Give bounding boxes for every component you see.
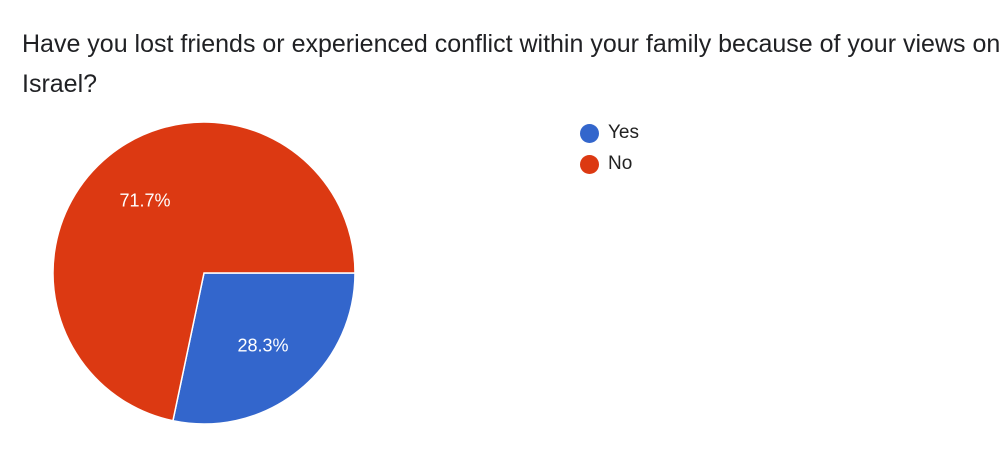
pie-label-no: 71.7% <box>119 190 170 210</box>
legend-label-no: No <box>608 153 633 174</box>
legend-swatch-yes <box>580 123 599 143</box>
legend-item-no[interactable]: No <box>580 153 632 175</box>
legend-item-yes[interactable]: Yes <box>580 122 639 144</box>
pie-label-yes: 28.3% <box>237 336 288 356</box>
legend-label-yes: Yes <box>608 122 639 143</box>
pie-slice-no[interactable] <box>52 121 356 422</box>
legend-swatch-no <box>580 154 599 174</box>
pie-slice-yes[interactable] <box>172 272 356 425</box>
chart-title: Have you lost friends or experienced con… <box>22 30 1000 98</box>
